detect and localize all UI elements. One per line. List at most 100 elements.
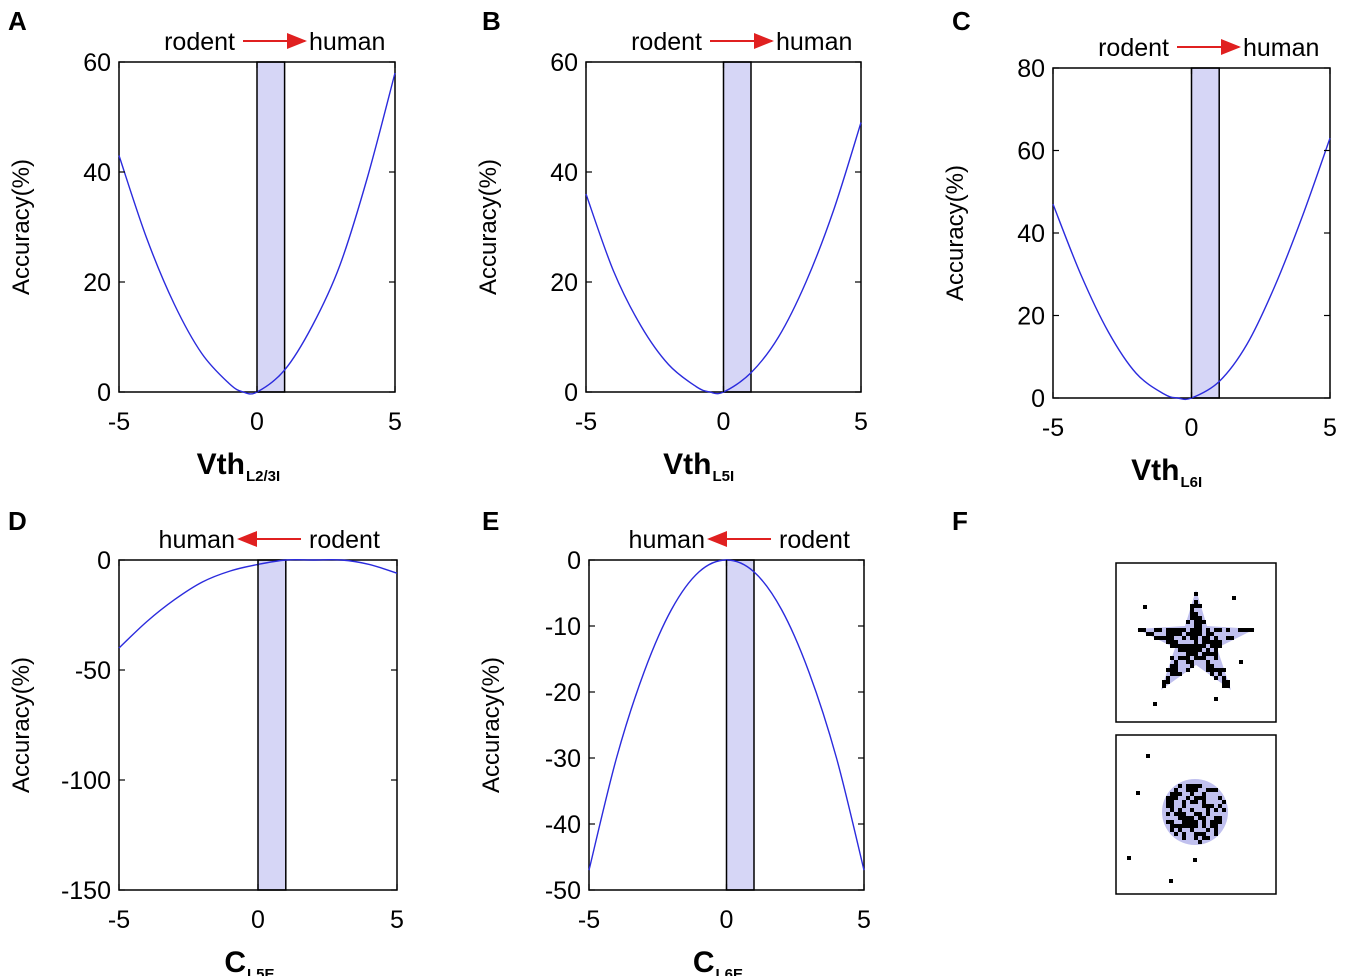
active-pixel bbox=[1202, 820, 1206, 824]
species-band bbox=[256, 61, 286, 393]
active-pixel bbox=[1190, 792, 1194, 796]
active-pixel bbox=[1210, 788, 1214, 792]
x-tick-label: 5 bbox=[390, 906, 404, 934]
active-pixel bbox=[1250, 628, 1254, 632]
noise-pixel bbox=[1146, 754, 1150, 758]
y-tick-label: -20 bbox=[545, 679, 581, 707]
active-pixel bbox=[1194, 832, 1198, 836]
active-pixel bbox=[1206, 632, 1210, 636]
active-pixel bbox=[1182, 836, 1186, 840]
active-pixel bbox=[1186, 632, 1190, 636]
active-pixel bbox=[1210, 644, 1214, 648]
active-pixel bbox=[1138, 628, 1142, 632]
species-band bbox=[725, 559, 755, 891]
active-pixel bbox=[1194, 812, 1198, 816]
active-pixel bbox=[1214, 668, 1218, 672]
active-pixel bbox=[1198, 656, 1202, 660]
x-axis-label-subscript: L6I bbox=[1181, 474, 1203, 491]
active-pixel bbox=[1178, 632, 1182, 636]
y-tick-label: 40 bbox=[83, 159, 111, 187]
active-pixel bbox=[1162, 636, 1166, 640]
active-pixel bbox=[1202, 640, 1206, 644]
active-pixel bbox=[1170, 824, 1174, 828]
active-pixel bbox=[1170, 628, 1174, 632]
y-tick-label: 80 bbox=[1017, 55, 1045, 83]
active-pixel bbox=[1194, 632, 1198, 636]
active-pixel bbox=[1182, 832, 1186, 836]
active-pixel bbox=[1162, 680, 1166, 684]
active-pixel bbox=[1178, 656, 1182, 660]
active-pixel bbox=[1150, 632, 1154, 636]
active-pixel bbox=[1174, 628, 1178, 632]
active-pixel bbox=[1170, 664, 1174, 668]
active-pixel bbox=[1174, 632, 1178, 636]
active-pixel bbox=[1178, 792, 1182, 796]
noise-pixel bbox=[1232, 596, 1236, 600]
active-pixel bbox=[1210, 632, 1214, 636]
active-pixel bbox=[1178, 784, 1182, 788]
active-pixel bbox=[1174, 824, 1178, 828]
noise-pixel bbox=[1153, 702, 1157, 706]
active-pixel bbox=[1174, 668, 1178, 672]
active-pixel bbox=[1190, 628, 1194, 632]
active-pixel bbox=[1146, 632, 1150, 636]
active-pixel bbox=[1206, 804, 1210, 808]
panel-letter: F bbox=[952, 506, 968, 536]
panel-letter: C bbox=[952, 6, 971, 36]
active-pixel bbox=[1194, 800, 1198, 804]
active-pixel bbox=[1206, 812, 1210, 816]
active-pixel bbox=[1174, 788, 1178, 792]
y-axis-label: Accuracy(%) bbox=[475, 159, 502, 295]
active-pixel bbox=[1214, 652, 1218, 656]
active-pixel bbox=[1170, 800, 1174, 804]
y-tick-label: 0 bbox=[567, 547, 581, 575]
active-pixel bbox=[1166, 636, 1170, 640]
x-tick-label: 5 bbox=[388, 408, 402, 436]
active-pixel bbox=[1190, 648, 1194, 652]
active-pixel bbox=[1170, 792, 1174, 796]
x-tick-label: 0 bbox=[717, 408, 731, 436]
x-axis-label-subscript: L2/3I bbox=[246, 468, 280, 485]
direction-label-left: rodent bbox=[631, 28, 702, 56]
active-pixel bbox=[1190, 800, 1194, 804]
active-pixel bbox=[1206, 652, 1210, 656]
noise-pixel bbox=[1222, 684, 1226, 688]
noise-pixel bbox=[1136, 791, 1140, 795]
y-tick-label: 20 bbox=[83, 269, 111, 297]
species-band bbox=[1190, 67, 1220, 399]
active-pixel bbox=[1214, 828, 1218, 832]
x-tick-label: -5 bbox=[1042, 414, 1064, 442]
y-axis-label: Accuracy(%) bbox=[8, 657, 35, 793]
y-tick-label: 60 bbox=[1017, 138, 1045, 166]
active-pixel bbox=[1202, 824, 1206, 828]
active-pixel bbox=[1182, 628, 1186, 632]
noise-pixel bbox=[1239, 660, 1243, 664]
active-pixel bbox=[1194, 620, 1198, 624]
active-pixel bbox=[1178, 644, 1182, 648]
active-pixel bbox=[1210, 664, 1214, 668]
active-pixel bbox=[1190, 652, 1194, 656]
x-tick-label: 0 bbox=[1185, 414, 1199, 442]
active-pixel bbox=[1194, 836, 1198, 840]
y-tick-label: 40 bbox=[550, 159, 578, 187]
direction-label-right: human bbox=[776, 28, 852, 56]
y-tick-label: 0 bbox=[564, 379, 578, 407]
active-pixel bbox=[1202, 636, 1206, 640]
active-pixel bbox=[1190, 644, 1194, 648]
active-pixel bbox=[1166, 820, 1170, 824]
active-pixel bbox=[1206, 828, 1210, 832]
active-pixel bbox=[1166, 680, 1170, 684]
y-tick-label: 40 bbox=[1017, 220, 1045, 248]
active-pixel bbox=[1202, 836, 1206, 840]
direction-label-left: rodent bbox=[1098, 34, 1169, 62]
active-pixel bbox=[1218, 672, 1222, 676]
noise-pixel bbox=[1193, 858, 1197, 862]
active-pixel bbox=[1186, 656, 1190, 660]
active-pixel bbox=[1190, 612, 1194, 616]
direction-label-right: human bbox=[1243, 34, 1319, 62]
active-pixel bbox=[1182, 812, 1186, 816]
active-pixel bbox=[1194, 820, 1198, 824]
active-pixel bbox=[1206, 640, 1210, 644]
active-pixel bbox=[1178, 828, 1182, 832]
active-pixel bbox=[1190, 632, 1194, 636]
